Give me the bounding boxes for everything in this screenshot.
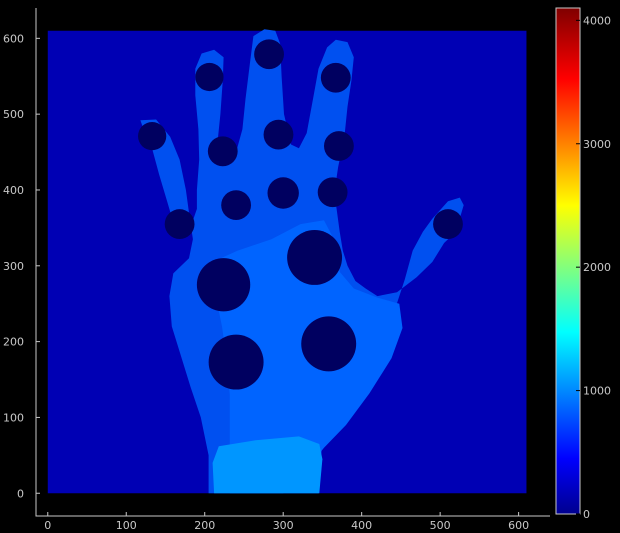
colorbar: 0 1000 2000 3000 4000 bbox=[555, 7, 611, 521]
x-tick-label: 100 bbox=[116, 519, 137, 532]
spot bbox=[196, 258, 251, 312]
colorbar-tick-label: 4000 bbox=[583, 14, 611, 27]
spot bbox=[317, 177, 348, 208]
spot bbox=[301, 316, 357, 372]
y-tick-label: 100 bbox=[3, 411, 24, 424]
x-tick-label: 200 bbox=[194, 519, 215, 532]
spot bbox=[221, 190, 252, 221]
spot bbox=[164, 209, 195, 239]
colorbar-tick-label: 1000 bbox=[583, 385, 611, 398]
y-tick-label: 0 bbox=[17, 487, 24, 500]
y-tick-label: 600 bbox=[3, 32, 24, 45]
x-tick-label: 400 bbox=[351, 519, 372, 532]
spot bbox=[320, 62, 351, 93]
x-tick-label: 500 bbox=[430, 519, 451, 532]
low-value-spots bbox=[138, 39, 463, 390]
y-tick-label: 500 bbox=[3, 108, 24, 121]
spot bbox=[138, 122, 167, 151]
axes: 0 100 200 300 400 500 600 0 100 200 300 400 500 600 bbox=[3, 8, 550, 532]
spot bbox=[263, 119, 294, 150]
spot bbox=[433, 209, 463, 239]
spot bbox=[287, 229, 343, 285]
spot bbox=[254, 39, 284, 70]
colorbar-tick-label: 0 bbox=[583, 508, 590, 521]
x-tick-label: 0 bbox=[44, 519, 51, 532]
y-tick-label: 300 bbox=[3, 260, 24, 273]
spot bbox=[195, 62, 224, 92]
spot bbox=[208, 334, 264, 390]
axis-spine bbox=[35, 8, 550, 517]
x-tick-label: 300 bbox=[273, 519, 294, 532]
x-tick-label: 600 bbox=[508, 519, 529, 532]
y-tick-label: 200 bbox=[3, 336, 24, 349]
colorbar-gradient bbox=[555, 7, 581, 515]
colorbar-tick-label: 3000 bbox=[583, 138, 611, 151]
colorbar-tick-label: 2000 bbox=[583, 261, 611, 274]
heatmap-field bbox=[47, 29, 527, 494]
wrist-region bbox=[212, 436, 323, 494]
spot bbox=[207, 136, 238, 167]
spot bbox=[323, 131, 354, 161]
spot bbox=[267, 177, 299, 209]
y-tick-label: 400 bbox=[3, 184, 24, 197]
